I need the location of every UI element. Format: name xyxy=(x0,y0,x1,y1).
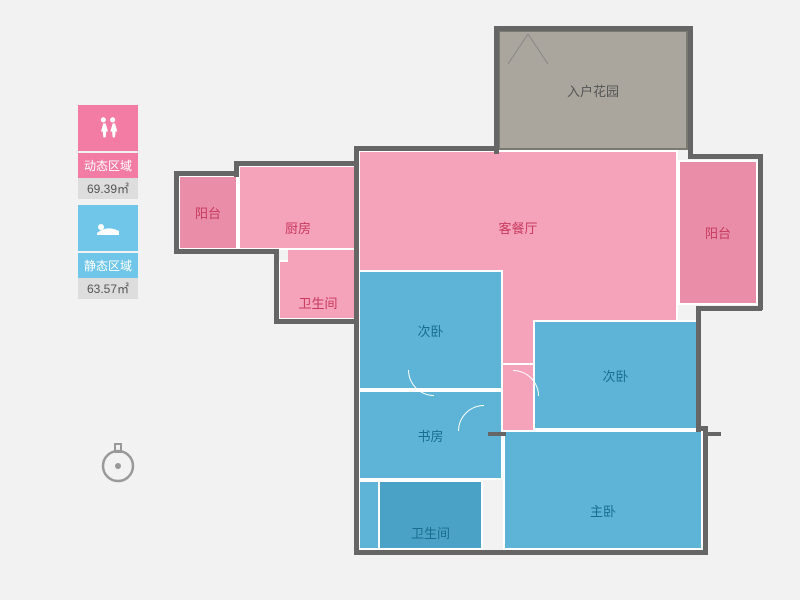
legend-dynamic: 动态区域 69.39㎡ xyxy=(78,105,138,199)
legend-static-title: 静态区域 xyxy=(78,253,138,278)
outer-wall xyxy=(758,154,763,310)
outer-wall xyxy=(354,146,359,484)
ceiling-detail xyxy=(508,34,548,64)
legend-static: 静态区域 63.57㎡ xyxy=(78,205,138,299)
people-icon xyxy=(94,114,122,142)
legend-dynamic-value: 69.39㎡ xyxy=(78,178,138,199)
outer-wall xyxy=(688,154,762,159)
room-study: 书房 xyxy=(358,390,503,480)
room-bathroom-2: 卫生间 xyxy=(378,480,483,550)
protrusion xyxy=(703,432,721,436)
outer-wall xyxy=(354,550,708,555)
compass-icon xyxy=(96,440,140,484)
room-label: 厨房 xyxy=(285,218,311,237)
outer-wall xyxy=(234,161,358,166)
room-label: 书房 xyxy=(417,426,443,445)
room-balcony-left: 阳台 xyxy=(178,175,238,250)
outer-wall xyxy=(174,249,278,254)
legend-dynamic-title: 动态区域 xyxy=(78,153,138,178)
outer-wall xyxy=(688,26,693,158)
room-label: 主卧 xyxy=(590,501,616,520)
protrusion xyxy=(488,432,506,436)
outer-wall xyxy=(696,306,762,311)
outer-wall xyxy=(274,319,358,324)
room-bathroom-1: 卫生间 xyxy=(278,260,358,320)
room-label: 阳台 xyxy=(195,203,221,222)
outer-wall xyxy=(696,306,701,432)
outer-wall xyxy=(274,249,279,323)
room-alcove xyxy=(288,250,358,262)
outer-wall xyxy=(494,26,499,154)
floorplan: 入户花园 客餐厅 厨房 阳台 阳台 卫生间 次卧 次卧 书房 主卧 xyxy=(178,20,778,580)
room-label: 客餐厅 xyxy=(498,218,537,237)
room-label: 次卧 xyxy=(417,321,443,340)
room-master: 主卧 xyxy=(503,430,703,550)
room-label: 卫生间 xyxy=(298,293,337,312)
room-label: 卫生间 xyxy=(411,523,450,542)
outer-wall xyxy=(174,171,238,176)
legend-dynamic-icon xyxy=(78,105,138,151)
room-balcony-right: 阳台 xyxy=(678,160,758,305)
room-label: 阳台 xyxy=(705,223,731,242)
outer-wall xyxy=(494,26,692,31)
room-closet xyxy=(358,480,380,550)
room-label: 次卧 xyxy=(602,366,628,385)
room-kitchen: 厨房 xyxy=(238,165,358,250)
legend-static-icon xyxy=(78,205,138,251)
outer-wall xyxy=(354,480,359,554)
outer-wall xyxy=(354,146,499,151)
outer-wall xyxy=(703,426,708,554)
room-label: 入户花园 xyxy=(567,81,619,100)
sleep-icon xyxy=(93,217,123,239)
room-bedroom2-right: 次卧 xyxy=(533,320,698,430)
outer-wall xyxy=(174,171,179,253)
legend-static-value: 63.57㎡ xyxy=(78,278,138,299)
